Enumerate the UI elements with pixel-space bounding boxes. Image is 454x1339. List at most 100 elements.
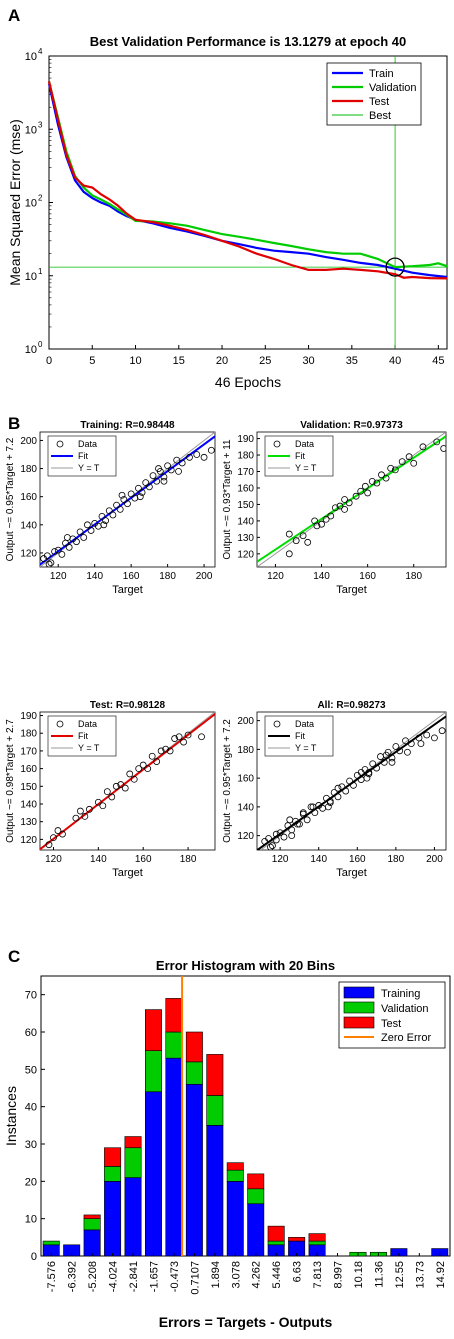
histogram-bar-validation	[124, 1147, 142, 1178]
histogram-ytick-label: 60	[25, 1027, 37, 1039]
regression-ytick-label: 160	[237, 774, 254, 785]
legend-data-label: Data	[78, 439, 97, 449]
data-point	[155, 465, 162, 472]
data-point	[83, 521, 91, 529]
data-point	[102, 517, 110, 524]
data-point	[285, 530, 293, 538]
histogram-bar-training	[104, 1181, 122, 1257]
data-point	[336, 502, 344, 510]
data-point	[80, 534, 88, 541]
perf-ytick-exponent: 2	[38, 194, 43, 203]
data-point	[318, 520, 325, 528]
data-point	[405, 453, 413, 461]
data-point	[59, 830, 66, 838]
regression-ylabel: Output ~= 0.98*Target + 2.7	[5, 719, 16, 843]
histogram-bar-training	[185, 1083, 203, 1257]
perf-xtick-label: 10	[129, 355, 141, 367]
histogram-legend-label: Validation	[381, 1003, 429, 1015]
histogram-bar-test	[144, 1009, 162, 1051]
histogram-xlabel: Errors = Targets - Outputs	[159, 1314, 333, 1330]
data-point	[380, 758, 388, 766]
data-point	[200, 453, 208, 461]
perf-ytick-label: 10	[25, 344, 37, 356]
regression-xlabel: Target	[112, 867, 143, 879]
data-point	[309, 803, 317, 811]
data-point	[116, 505, 124, 513]
regression-ytick-label: 120	[20, 548, 37, 559]
data-point	[100, 521, 108, 529]
data-point	[272, 836, 280, 844]
histogram-bar-validation	[144, 1050, 162, 1093]
histogram-xtick-label: 13.73	[414, 1261, 426, 1289]
legend-data-marker	[273, 720, 281, 728]
regression-ytick-label: 160	[20, 764, 37, 775]
perf-ylabel: Mean Squared Error (mse)	[7, 119, 23, 286]
data-point	[103, 788, 111, 796]
data-point	[160, 473, 168, 481]
histogram-bar-training	[124, 1177, 142, 1257]
data-point	[45, 841, 53, 849]
regression-ytick-label: 130	[20, 817, 37, 828]
histogram-bar-test	[226, 1162, 244, 1171]
data-point	[392, 743, 400, 750]
histogram-bar-validation	[83, 1218, 101, 1231]
regression-ytick-label: 150	[237, 500, 254, 511]
data-point	[378, 471, 385, 479]
regression-ytick-label: 130	[237, 533, 254, 544]
data-point	[51, 548, 58, 555]
regression-plot: All: R=0.98273 120 140 160 180 200 120 140 160 18…	[222, 700, 447, 879]
data-point	[313, 522, 321, 530]
histogram-bar-test	[247, 1173, 265, 1190]
data-point	[391, 466, 399, 474]
panel-label-b: B	[8, 414, 21, 433]
data-point	[334, 784, 342, 792]
histogram-bar-test	[308, 1233, 326, 1242]
histogram-ylabel: Instances	[3, 1086, 19, 1146]
regression-ytick-label: 190	[237, 434, 254, 445]
perf-series-validation	[47, 81, 448, 269]
data-point	[47, 559, 55, 567]
regression-plot: Training: R=0.98448 120 140 160 180 200 120 140…	[5, 420, 216, 596]
regression-xlabel: Target	[112, 584, 143, 596]
data-point	[153, 758, 161, 765]
perf-ytick-label: 10	[25, 124, 37, 136]
histogram-bar-validation	[165, 1031, 183, 1059]
data-point	[85, 805, 93, 813]
regression-xtick-label: 180	[180, 854, 197, 865]
histogram-xtick-label: 6.63	[292, 1261, 304, 1282]
data-point	[149, 472, 157, 479]
data-point	[357, 487, 365, 495]
histogram-bar-training	[144, 1091, 162, 1257]
data-point	[433, 438, 441, 446]
regression-ytick-label: 120	[237, 831, 254, 842]
data-point	[350, 781, 357, 789]
data-point	[398, 458, 406, 466]
regression-xtick-label: 160	[135, 854, 152, 865]
data-point	[72, 814, 80, 822]
regression-plot: Validation: R=0.97373 120 140 160 180 120 130 1…	[222, 420, 447, 596]
data-point	[431, 734, 438, 742]
legend-identity-label: Y = T	[295, 463, 317, 473]
histogram-xtick-label: 10.18	[353, 1261, 365, 1289]
data-point	[368, 477, 376, 485]
regression-xtick-label: 140	[90, 854, 107, 865]
data-point	[175, 733, 183, 741]
data-point	[130, 775, 138, 783]
data-point	[265, 835, 272, 842]
data-point	[178, 459, 186, 467]
regression-title: All: R=0.98273	[317, 700, 386, 711]
data-point	[117, 781, 125, 788]
histogram-xtick-label: 3.078	[230, 1261, 242, 1289]
data-point	[113, 501, 120, 509]
histogram-xtick-label: -1.657	[148, 1261, 160, 1292]
data-point	[294, 820, 301, 828]
data-point	[269, 842, 276, 850]
data-point	[423, 731, 431, 739]
histogram-xtick-label: -5.208	[87, 1261, 99, 1292]
data-point	[65, 543, 73, 551]
perf-ytick-label: 10	[25, 51, 37, 63]
histogram-xtick-label: 14.92	[435, 1261, 447, 1289]
data-point	[112, 782, 120, 790]
regression-xtick-label: 160	[349, 854, 366, 865]
data-point	[135, 484, 142, 492]
